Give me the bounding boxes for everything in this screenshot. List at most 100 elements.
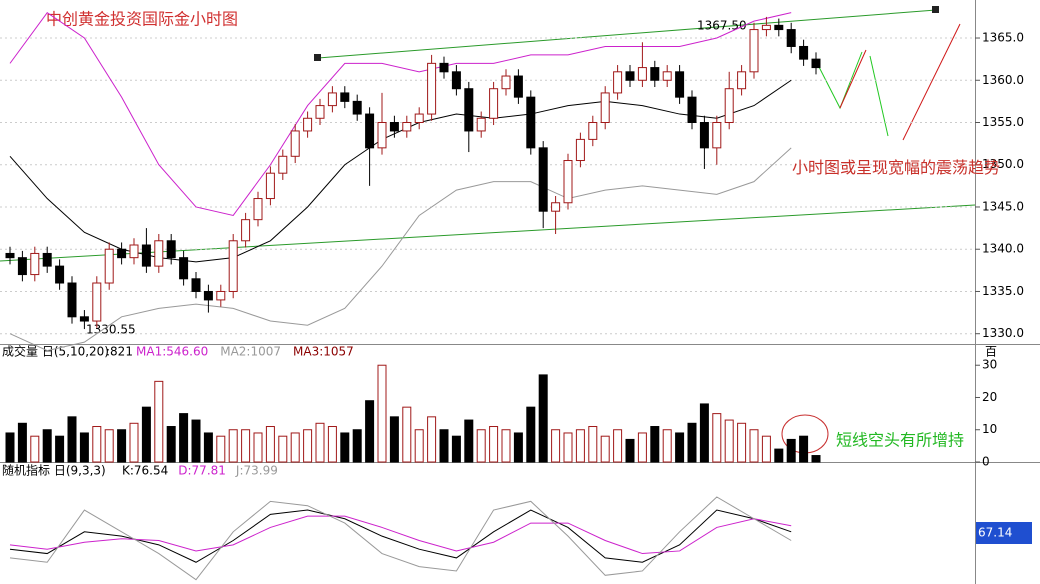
candle-body (117, 248, 127, 259)
forecast-arrow (869, 55, 889, 137)
y-tick-label: 1345.0 (982, 199, 1024, 213)
annotation: 1367.50 (697, 19, 747, 33)
volume-bar (464, 419, 474, 463)
legend-label: MA3:1057 (293, 345, 354, 359)
chart-title: 中创黄金投资国际金小时图 (46, 10, 238, 29)
volume-bar (575, 429, 585, 463)
volume-bar (513, 432, 523, 463)
candle-body (92, 282, 102, 322)
volume-bar (228, 429, 238, 463)
candle-body (712, 122, 722, 149)
candle-body (774, 24, 784, 31)
indicator-line (9, 515, 792, 555)
candle-body (526, 96, 536, 149)
volume-bar (303, 429, 313, 463)
y-tick-label: 0 (982, 455, 990, 469)
indicator-line (9, 147, 792, 352)
volume-bar (489, 426, 499, 463)
volume-bar (799, 435, 809, 463)
volume-bar (104, 429, 114, 463)
volume-bar (637, 432, 647, 463)
candle-body (30, 252, 40, 276)
candle-body (228, 240, 238, 292)
candle-body (575, 138, 585, 162)
candle-body (513, 75, 523, 98)
candle-body (17, 257, 27, 276)
indicator-line (9, 11, 792, 216)
annotation: 小时图或呈现宽幅的震荡趋势 (792, 158, 1001, 177)
volume-bar (402, 406, 412, 463)
y-tick-label: 20 (982, 390, 997, 404)
candle-body (104, 248, 114, 284)
volume-bar (724, 419, 734, 463)
y-tick-label: 1350.0 (982, 157, 1024, 171)
volume-bar (538, 374, 548, 463)
candle-body (265, 172, 275, 200)
value-box (976, 522, 1032, 544)
volume-bar (786, 438, 796, 463)
volume-bar (625, 438, 635, 463)
y-tick-label: 1330.0 (982, 326, 1024, 340)
candle-body (451, 71, 461, 90)
volume-bar (216, 435, 226, 463)
candle-body (166, 240, 176, 259)
candle-body (761, 24, 771, 31)
candle-body (303, 117, 313, 132)
volume-bar (55, 435, 65, 463)
y-tick-label: 10 (982, 422, 997, 436)
candle-body (625, 71, 635, 81)
legend-label: MA2:1007 (220, 345, 281, 359)
y-tick-label: 1355.0 (982, 115, 1024, 129)
volume-bar (352, 429, 362, 463)
candle-body (365, 113, 375, 149)
candle-body (563, 160, 573, 204)
trend-line (317, 9, 937, 59)
annotation: 短线空头有所增持 (836, 431, 964, 450)
candle-body (79, 316, 89, 322)
candle-body (216, 290, 226, 301)
candle-body (191, 278, 201, 292)
volume-bar (600, 435, 610, 463)
volume-bar (67, 416, 77, 463)
volume-bar (551, 429, 561, 463)
volume-bar (712, 413, 722, 463)
volume-bar (749, 429, 759, 463)
volume-bar (675, 432, 685, 463)
candle-body (67, 282, 77, 318)
volume-bar (327, 426, 337, 463)
volume-bar (365, 400, 375, 463)
panel-divider (0, 344, 1040, 345)
candle-body (327, 92, 337, 107)
volume-bar (377, 364, 387, 463)
volume-bar (414, 429, 424, 463)
volume-bar (154, 380, 164, 463)
volume-bar (613, 429, 623, 463)
volume-bar (699, 403, 709, 463)
candle-body (5, 252, 15, 259)
volume-bar (117, 429, 127, 463)
y-tick-label: 1365.0 (982, 31, 1024, 45)
volume-bar (241, 429, 251, 463)
candle-body (799, 45, 809, 60)
unit-label: 百 (985, 345, 997, 359)
volume-bar (439, 429, 449, 463)
volume-bar (476, 429, 486, 463)
panel-value: :821 (106, 345, 133, 359)
candle-body (600, 92, 610, 124)
candle-body (662, 71, 672, 81)
trend-anchor (314, 54, 321, 61)
volume-bar (737, 422, 747, 463)
volume-bar (141, 406, 151, 463)
volume-bar (389, 416, 399, 463)
candle-body (439, 62, 449, 73)
volume-bar (501, 429, 511, 463)
volume-bar (17, 422, 27, 463)
volume-bar (166, 426, 176, 463)
legend-label: D:77.81 (178, 464, 226, 478)
candle-body (650, 67, 660, 81)
candle-body (737, 71, 747, 90)
legend-label: MA1:546.60 (136, 345, 208, 359)
candle-body (588, 122, 598, 140)
